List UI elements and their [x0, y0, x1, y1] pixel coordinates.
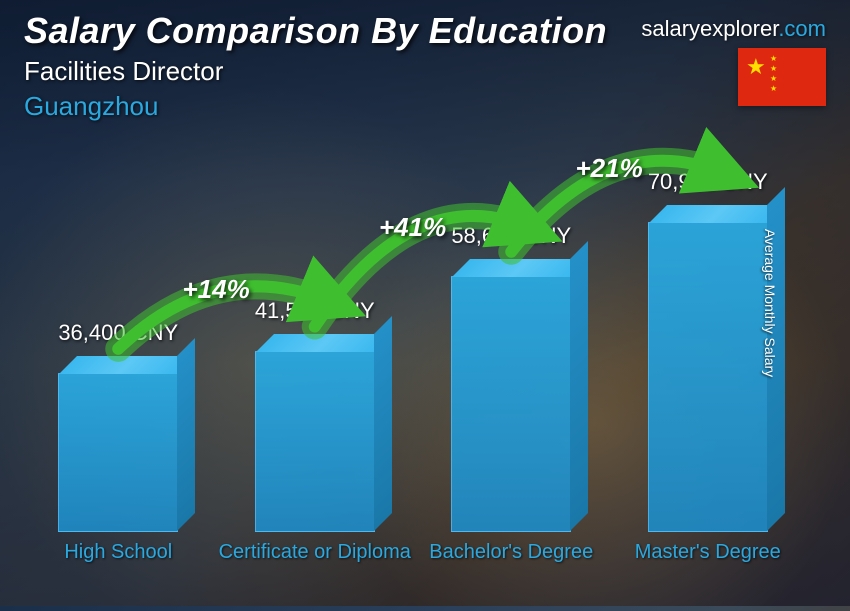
bar-value-label: 41,500 CNY [255, 298, 375, 324]
category-label: High School [64, 540, 172, 588]
category-label: Certificate or Diploma [219, 540, 411, 588]
bar-column: 36,400 CNY High School [20, 140, 217, 588]
category-label: Master's Degree [635, 540, 781, 588]
bar: 58,600 CNY [451, 276, 571, 532]
bar-column: 41,500 CNY Certificate or Diploma [217, 140, 414, 588]
y-axis-label: Average Monthly Salary [762, 229, 778, 377]
category-label: Bachelor's Degree [429, 540, 593, 588]
bar-wrap: 36,400 CNY [20, 140, 217, 532]
brand-logo: salaryexplorer.com [641, 16, 826, 42]
bar-wrap: 58,600 CNY [413, 140, 610, 532]
brand-domain: .com [778, 16, 826, 41]
job-title: Facilities Director [24, 56, 826, 87]
country-flag-china [738, 48, 826, 106]
bar-value-label: 70,900 CNY [648, 169, 768, 195]
location-label: Guangzhou [24, 91, 826, 122]
bar: 41,500 CNY [255, 351, 375, 532]
bar-chart: 36,400 CNY High School 41,500 CNY Certifica… [20, 140, 806, 588]
brand-name: salaryexplorer [641, 16, 778, 41]
bar-value-label: 36,400 CNY [58, 320, 178, 346]
bar-wrap: 41,500 CNY [217, 140, 414, 532]
bar-column: 58,600 CNY Bachelor's Degree [413, 140, 610, 588]
bar: 70,900 CNY [648, 222, 768, 532]
bar: 36,400 CNY [58, 373, 178, 532]
bar-value-label: 58,600 CNY [451, 223, 571, 249]
